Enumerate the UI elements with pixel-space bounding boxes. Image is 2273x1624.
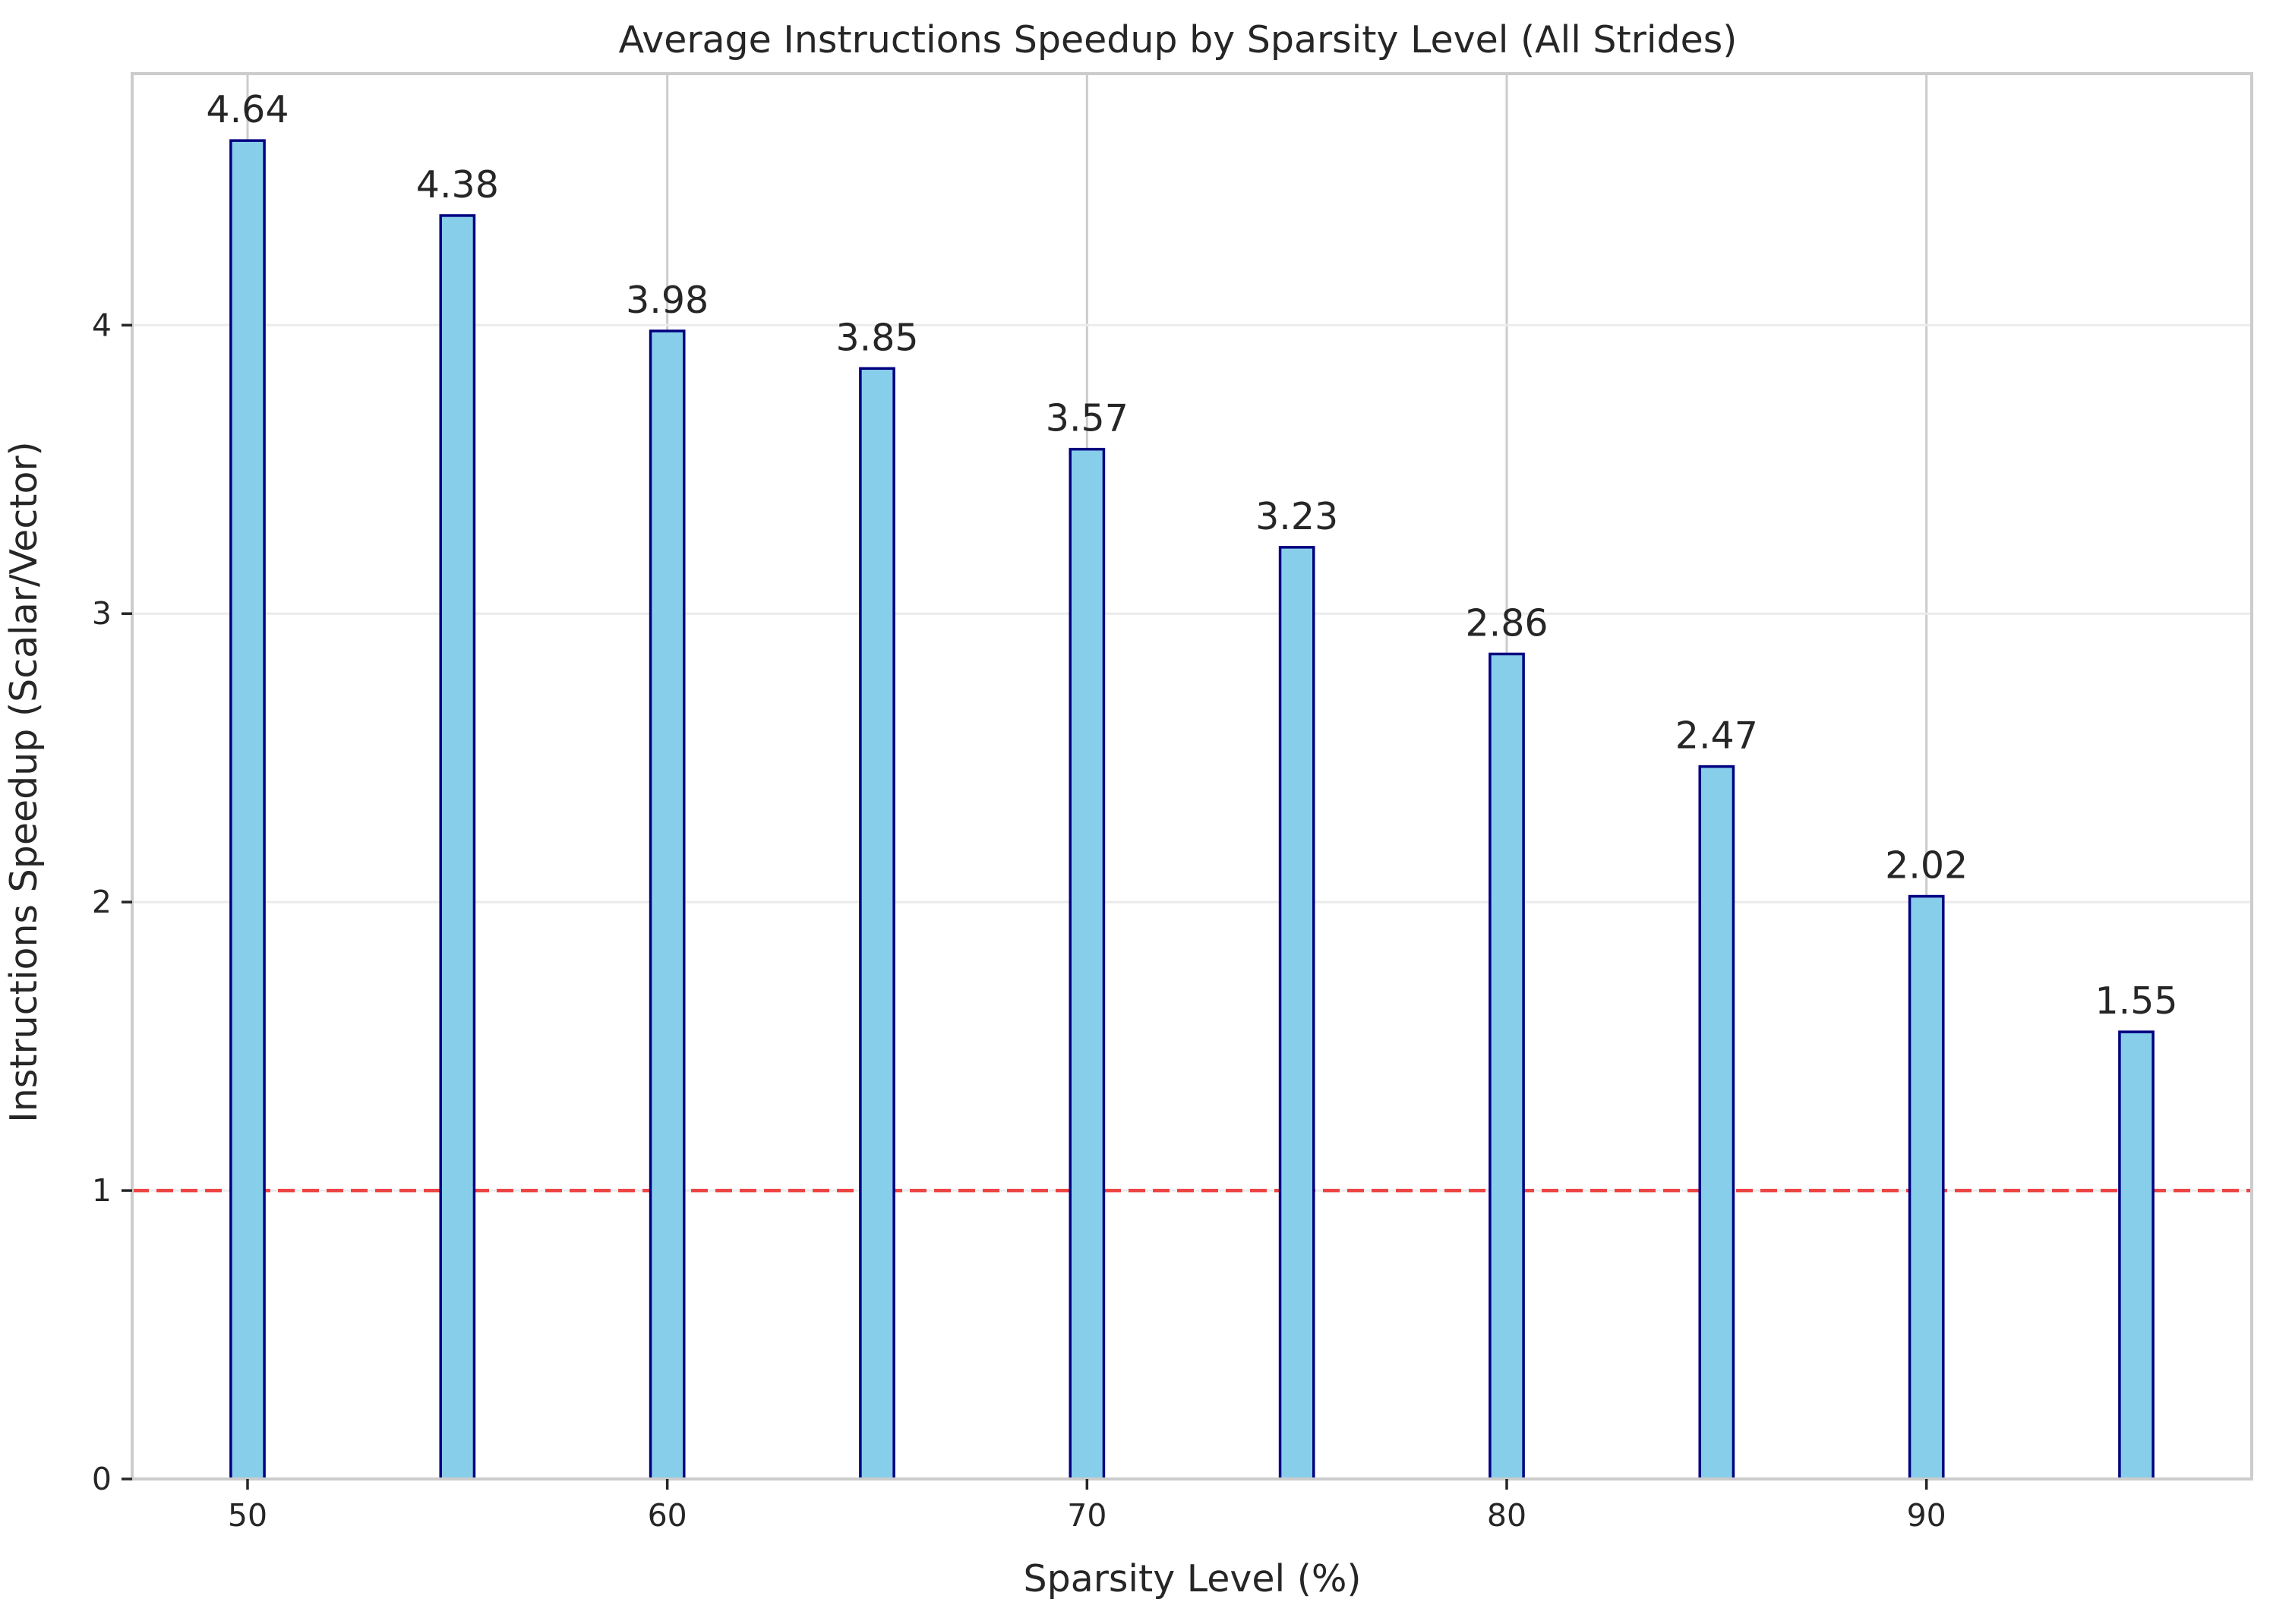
x-tick-label: 80 [1487, 1497, 1526, 1534]
data-label: 3.98 [626, 279, 709, 322]
bar [439, 214, 476, 1481]
plot-frame [131, 72, 2253, 1481]
data-label: 3.23 [1255, 495, 1338, 538]
bar [1488, 652, 1525, 1481]
chart-title: Average Instructions Speedup by Sparsity… [619, 18, 1738, 61]
x-tick-label: 60 [648, 1497, 687, 1534]
y-tick-label: 1 [92, 1172, 112, 1209]
y-axis-label: Instructions Speedup (Scalar/Vector) [2, 441, 46, 1122]
y-tick-label: 2 [92, 884, 112, 920]
bar [1908, 894, 1945, 1481]
x-axis-label: Sparsity Level (%) [1023, 1557, 1361, 1600]
x-tick-label: 90 [1907, 1497, 1946, 1534]
bar [649, 330, 686, 1481]
y-tick-label: 4 [92, 307, 112, 343]
bar [1069, 447, 1106, 1481]
bar [1278, 546, 1315, 1481]
bar-layer [229, 139, 2155, 1481]
y-tick-label: 0 [92, 1461, 112, 1497]
bar [229, 139, 266, 1481]
x-tick-label: 70 [1067, 1497, 1107, 1534]
data-label: 2.47 [1675, 714, 1758, 758]
tick-layer: 50 60 70 80 90 0 1 2 3 4 [92, 307, 1946, 1534]
y-tick-label: 3 [92, 595, 112, 632]
data-label: 4.64 [206, 88, 289, 131]
data-label: 2.02 [1885, 844, 1968, 888]
data-label: 3.57 [1046, 397, 1129, 440]
bar [1698, 765, 1735, 1481]
data-label-layer: 4.64 4.38 3.98 3.85 3.57 3.23 2.86 2.47 2.02 1.55 [206, 88, 2177, 1023]
x-tick-label: 50 [228, 1497, 267, 1534]
data-label: 4.38 [416, 163, 499, 207]
data-label: 2.86 [1465, 601, 1548, 645]
bar [859, 367, 895, 1481]
data-label: 1.55 [2095, 979, 2177, 1023]
data-label: 3.85 [835, 316, 918, 359]
bar [2118, 1030, 2155, 1481]
